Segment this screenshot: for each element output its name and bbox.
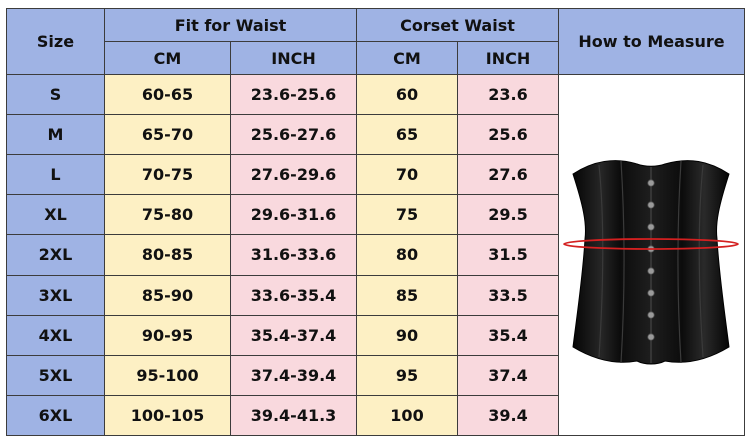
fit-cm-cell: 80-85 <box>104 234 231 276</box>
size-cell: L <box>6 154 105 196</box>
table-row: M 65-70 25.6-27.6 65 25.6 <box>6 114 745 156</box>
size-cell: XL <box>6 194 105 236</box>
table-row: 6XL 100-105 39.4-41.3 100 39.4 <box>6 394 745 437</box>
corset-cm-subheader: CM <box>356 41 458 75</box>
fit-cm-cell: 75-80 <box>104 194 231 236</box>
fit-inch-cell: 39.4-41.3 <box>230 394 357 437</box>
corset-inch-cell: 31.5 <box>457 234 559 276</box>
table-row: 5XL 95-100 37.4-39.4 95 37.4 <box>6 354 745 396</box>
fit-cm-cell: 95-100 <box>104 354 231 396</box>
corset-inch-cell: 25.6 <box>457 114 559 156</box>
corset-inch-cell: 29.5 <box>457 194 559 236</box>
table-row: 4XL 90-95 35.4-37.4 90 35.4 <box>6 314 745 356</box>
size-chart: Size Fit for Waist Corset Waist How to M… <box>6 8 745 437</box>
corset-inch-cell: 35.4 <box>457 314 559 356</box>
size-cell: M <box>6 114 105 156</box>
waist-measure-line <box>563 238 739 250</box>
corset-inch-cell: 23.6 <box>457 73 559 116</box>
corset-cm-cell: 80 <box>356 234 458 276</box>
corset-cm-cell: 100 <box>356 394 458 437</box>
size-cell: S <box>6 73 105 116</box>
size-chart-table: Size Fit for Waist Corset Waist How to M… <box>6 8 745 437</box>
fit-inch-cell: 27.6-29.6 <box>230 154 357 196</box>
corset-cm-cell: 95 <box>356 354 458 396</box>
table-row: 2XL 80-85 31.6-33.6 80 31.5 <box>6 234 745 276</box>
fit-inch-cell: 37.4-39.4 <box>230 354 357 396</box>
fit-cm-cell: 60-65 <box>104 73 231 116</box>
corset-inch-cell: 27.6 <box>457 154 559 196</box>
corset-inch-subheader: INCH <box>457 41 559 75</box>
fit-cm-cell: 100-105 <box>104 394 231 437</box>
corset-cm-cell: 90 <box>356 314 458 356</box>
corset-cm-cell: 60 <box>356 73 458 116</box>
size-header: Size <box>6 8 105 75</box>
fit-cm-cell: 90-95 <box>104 314 231 356</box>
corset-cm-cell: 75 <box>356 194 458 236</box>
corset-inch-cell: 37.4 <box>457 354 559 396</box>
corset-cm-cell: 65 <box>356 114 458 156</box>
fit-inch-cell: 33.6-35.4 <box>230 274 357 316</box>
fit-inch-cell: 29.6-31.6 <box>230 194 357 236</box>
how-to-measure-image-cell <box>558 74 745 436</box>
size-cell: 6XL <box>6 394 105 437</box>
corset-cm-cell: 70 <box>356 154 458 196</box>
fit-cm-cell: 65-70 <box>104 114 231 156</box>
fit-for-waist-header: Fit for Waist <box>104 8 357 42</box>
table-row: L 70-75 27.6-29.6 70 27.6 <box>6 154 745 196</box>
fit-inch-cell: 25.6-27.6 <box>230 114 357 156</box>
corset-image <box>563 160 739 365</box>
fit-inch-subheader: INCH <box>230 41 357 75</box>
size-cell: 3XL <box>6 274 105 316</box>
size-cell: 5XL <box>6 354 105 396</box>
fit-cm-cell: 85-90 <box>104 274 231 316</box>
table-row: S 60-65 23.6-25.6 60 23.6 <box>6 73 745 436</box>
corset-inch-cell: 39.4 <box>457 394 559 437</box>
fit-cm-cell: 70-75 <box>104 154 231 196</box>
fit-inch-cell: 31.6-33.6 <box>230 234 357 276</box>
size-cell: 4XL <box>6 314 105 356</box>
corset-waist-header: Corset Waist <box>356 8 559 42</box>
how-to-measure-header: How to Measure <box>558 8 745 75</box>
corset-cm-cell: 85 <box>356 274 458 316</box>
table-row: 3XL 85-90 33.6-35.4 85 33.5 <box>6 274 745 316</box>
corset-inch-cell: 33.5 <box>457 274 559 316</box>
fit-inch-cell: 35.4-37.4 <box>230 314 357 356</box>
fit-cm-subheader: CM <box>104 41 231 75</box>
table-row: XL 75-80 29.6-31.6 75 29.5 <box>6 194 745 236</box>
size-cell: 2XL <box>6 234 105 276</box>
fit-inch-cell: 23.6-25.6 <box>230 73 357 116</box>
